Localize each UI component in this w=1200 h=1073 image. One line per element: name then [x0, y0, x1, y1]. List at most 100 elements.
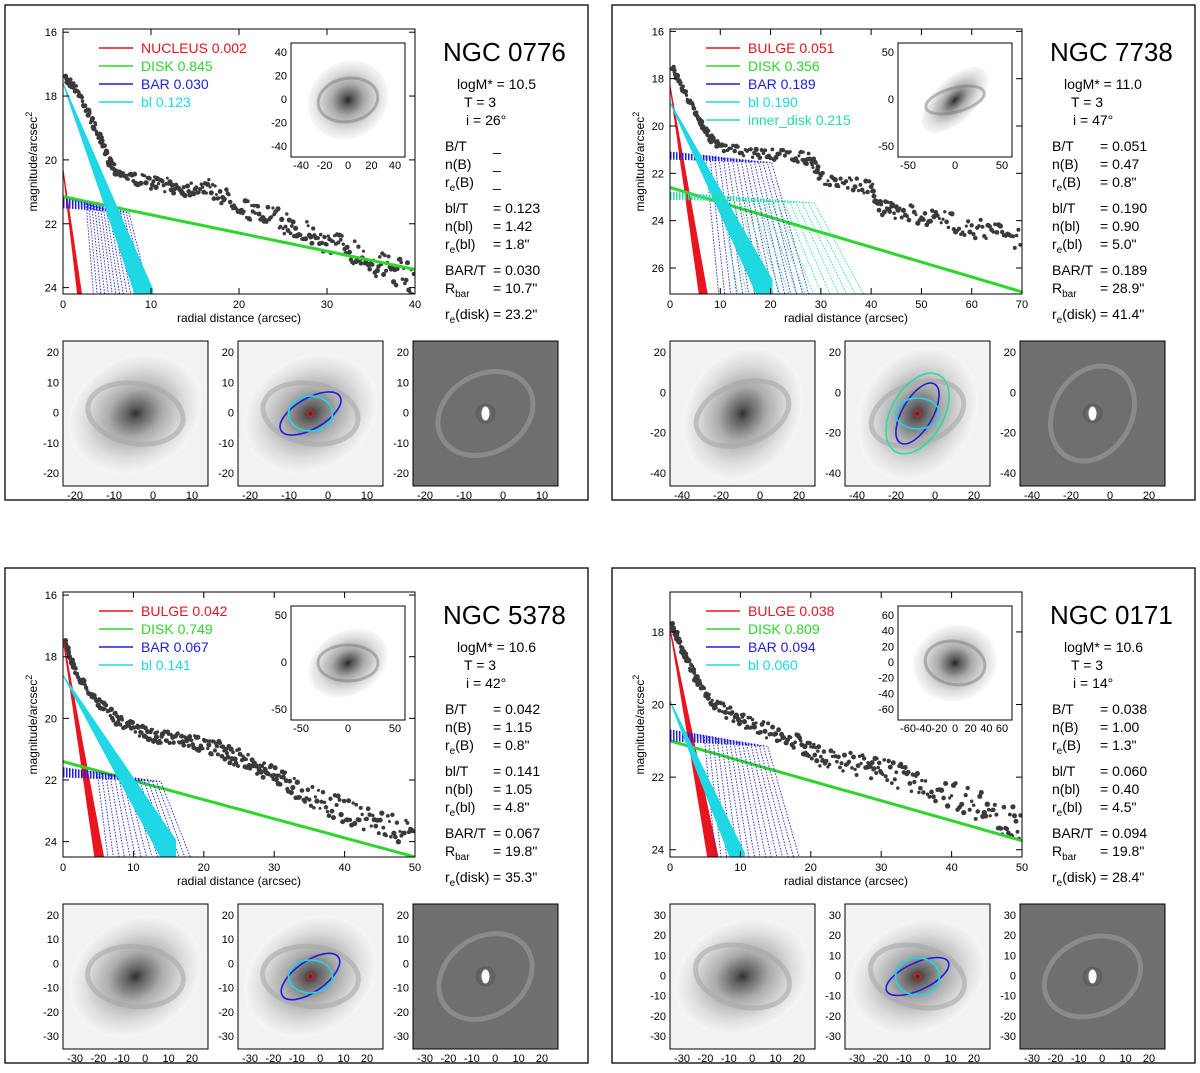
y-tick-label: 16 [652, 26, 664, 38]
residual-ring [435, 368, 536, 459]
thumbnail-y-tick-label: -10 [393, 438, 409, 450]
bt-value: = 0.051 [1100, 138, 1147, 154]
thumbnail-x-tick-label: -20 [440, 1053, 456, 1065]
thumbnail-y-tick-label: 10 [47, 934, 59, 946]
bl-ellipse [894, 956, 941, 996]
data-point [702, 686, 707, 691]
stats-block: NGC 0171 logM* = 10.6 T = 3 i = 14° B/T = 0.0… [1050, 600, 1173, 889]
thumbnail-y-tick-label: 30 [829, 910, 841, 922]
data-point [351, 801, 355, 805]
data-point [891, 202, 895, 206]
data-point [75, 671, 80, 676]
data-point [977, 793, 983, 799]
data-point [195, 734, 201, 740]
data-point [994, 229, 1000, 235]
data-point [361, 249, 366, 253]
panel-frame [4, 4, 589, 501]
thumbnail-spiral-arm [867, 942, 968, 1011]
data-point [298, 795, 302, 799]
thumbnail-y-tick-label: 10 [654, 950, 666, 962]
data-point [889, 781, 894, 785]
data-point [1004, 826, 1010, 832]
thumbnail-y-tick-label: -30 [650, 1031, 666, 1043]
thumbnail-frame [237, 903, 384, 1050]
reb-tail: (B) [1062, 737, 1081, 753]
data-point [313, 795, 317, 799]
nbl-label: n(bl) [1052, 218, 1080, 234]
data-point [830, 754, 835, 759]
data-point [780, 147, 786, 153]
data-point [281, 227, 285, 231]
data-point [991, 230, 996, 234]
inset-y-tick-label: -60 [878, 704, 894, 716]
data-point [871, 193, 877, 199]
x-axis-label: radial distance (arcsec) [784, 874, 908, 888]
data-point [244, 757, 248, 762]
data-point [253, 211, 258, 215]
thumbnail-x-tick-label: -10 [464, 1053, 480, 1065]
inset-x-tick-label: 20 [965, 723, 977, 735]
data-point [686, 658, 692, 664]
data-point [265, 204, 271, 210]
data-point [963, 793, 968, 798]
data-point [164, 181, 168, 186]
inset-x-tick-label: 60 [996, 723, 1008, 735]
y-tick-label: 20 [652, 700, 664, 712]
x-axis-ticks: 0 10 20 30 40 [60, 29, 421, 311]
thumbnail-x-tick-label: 0 [924, 1053, 930, 1065]
x-tick-label: 30 [268, 862, 280, 874]
data-point [970, 799, 974, 803]
thumbnail-x-tick-label: 10 [769, 1053, 781, 1065]
data-point [211, 196, 217, 201]
thumbnail-spiral-arm [260, 943, 361, 1010]
thumbnail-y-tick-label: 10 [1004, 950, 1016, 962]
data-point [953, 781, 958, 786]
inclination-value: i = 42° [466, 675, 506, 691]
data-point [71, 660, 76, 664]
data-point [967, 229, 973, 235]
legend-entry: bl 0.141 [141, 657, 191, 673]
data-point [798, 738, 803, 743]
data-point [395, 839, 402, 845]
thumbnail-y-tick-label: 0 [835, 387, 841, 399]
bulge-marker [913, 409, 922, 418]
data-point [187, 192, 193, 198]
bar-ellipse [885, 956, 950, 997]
data-point [922, 211, 928, 216]
data-point [181, 742, 187, 748]
thumbnail-y-tick-label: 20 [222, 910, 234, 922]
data-point [302, 799, 308, 804]
nb-value: = 1.15 [493, 719, 533, 735]
image-thumbnail: -30 -20 -10 0 10 20 30 20 10 0 -10 -20 -30 [650, 903, 816, 1065]
data-point [374, 267, 380, 274]
y-tick-label: 24 [652, 216, 664, 228]
data-point [892, 777, 897, 782]
data-point [1015, 829, 1020, 834]
thumbnail-y-tick-label: -20 [825, 428, 841, 440]
galaxy-inset-image: -40 -20 0 20 40 40 20 0 -20 -40 [271, 42, 406, 172]
data-point [311, 226, 316, 231]
data-point [217, 196, 221, 200]
data-point [293, 225, 299, 231]
bart-label: BAR/T [1052, 825, 1094, 841]
data-point [344, 817, 350, 823]
reb-label: re(B) [1052, 737, 1081, 757]
inset-x-tick-label: 0 [952, 723, 958, 735]
y-tick-label: 22 [45, 775, 57, 787]
thumbnail-x-tick-label: -20 [242, 490, 258, 502]
thumbnail-x-tick-label: -10 [721, 1053, 737, 1065]
data-point [305, 787, 311, 793]
nb-value: _ [492, 156, 501, 172]
data-point [971, 232, 976, 237]
x-tick-label: 10 [145, 299, 157, 311]
rebl-subscript: e [450, 245, 456, 256]
data-point [275, 206, 281, 212]
data-point [143, 725, 148, 731]
thumbnail-y-tick-label: -30 [218, 1031, 234, 1043]
data-point [208, 739, 212, 743]
data-point [875, 757, 879, 761]
data-point [852, 184, 858, 190]
thumbnail-x-tick-label: 0 [1107, 490, 1113, 502]
image-thumbnail: -20 -10 0 10 20 10 0 -10 -20 [43, 340, 209, 502]
data-point [123, 173, 129, 178]
